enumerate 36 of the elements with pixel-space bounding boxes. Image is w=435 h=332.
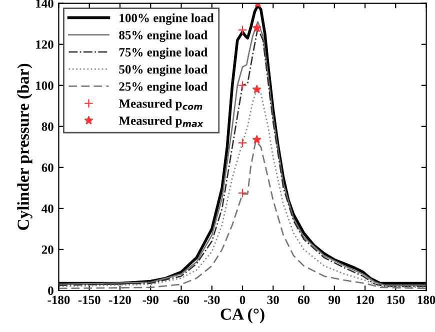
x-tick-label: 150 [387,296,405,304]
y-axis-title: Cylinder pressure (bar) [17,64,32,230]
x-tick-label: -120 [108,296,131,304]
x-tick-label: -60 [173,296,190,304]
x-tick-label: -30 [204,296,220,304]
point [238,188,248,198]
point [238,138,248,148]
x-tick-label: 120 [356,296,374,304]
point [252,84,262,94]
x-tick-label: -150 [78,296,100,304]
x-tick-label: -90 [142,296,158,304]
legend-label: Measured p$_{com}$ [118,98,202,110]
legend-label: Measured p$_{max}$ [118,116,204,128]
point [238,25,248,35]
y-tick-label: 40 [42,204,54,213]
y-tick-label: 80 [42,122,54,131]
y-tick-label: 100 [36,81,54,90]
legend-label: 85% engine load [119,30,208,42]
legend-label: 75% engine load [119,48,208,60]
x-tick-label: -180 [48,296,70,304]
point [238,80,248,90]
x-tick-label: 90 [328,296,340,304]
point [252,23,262,32]
y-tick-label: 120 [36,40,54,49]
x-tick-label: 30 [267,296,279,304]
y-tick-label: 60 [42,163,54,172]
legend-label: 25% engine load [119,82,208,94]
y-tick-label: 20 [42,246,54,254]
x-axis-title: CA (°) [220,308,264,324]
x-tick-label: 60 [298,296,310,304]
x-tick-label: 0 [240,296,246,304]
legend-label: 50% engine load [119,64,208,76]
y-tick-label: 0 [48,286,54,295]
point [252,135,262,144]
x-tick-label: 180 [418,296,435,304]
legend-label: 100% engine load [120,13,214,25]
